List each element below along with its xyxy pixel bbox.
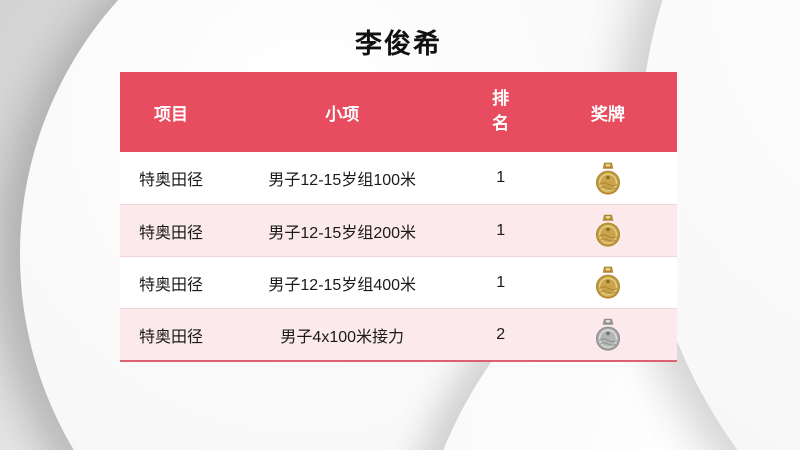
column-header-event-label: 小项 bbox=[325, 104, 360, 124]
column-header-project-label: 项目 bbox=[153, 104, 188, 124]
column-header-rank: 排名 bbox=[463, 72, 539, 152]
cell-project: 特奥田径 bbox=[138, 172, 203, 189]
cell-rank: 1 bbox=[496, 273, 506, 291]
column-header-medal: 奖牌 bbox=[539, 72, 677, 152]
cell-medal bbox=[539, 205, 677, 256]
cell-rank: 1 bbox=[496, 221, 506, 239]
awards-table: 项目 小项 排名 奖牌 特奥田径 男子12-15岁组100米 1 bbox=[120, 72, 677, 362]
cell-medal bbox=[539, 152, 677, 204]
gold-medal-icon bbox=[595, 214, 620, 247]
table-row: 特奥田径 男子4x100米接力 2 bbox=[120, 308, 677, 360]
silver-medal-icon bbox=[595, 318, 620, 351]
page-title: 李俊希 bbox=[355, 29, 442, 60]
cell-project: 特奥田径 bbox=[138, 328, 203, 346]
cell-rank: 2 bbox=[496, 325, 506, 343]
gold-medal-icon bbox=[595, 266, 620, 299]
cell-event: 男子4x100米接力 bbox=[280, 328, 405, 346]
column-header-event: 小项 bbox=[222, 72, 463, 152]
table-row: 特奥田径 男子12-15岁组100米 1 bbox=[120, 152, 677, 204]
gold-medal-icon bbox=[595, 162, 620, 195]
cell-event: 男子12-15岁组400米 bbox=[268, 276, 417, 294]
cell-event: 男子12-15岁组200米 bbox=[268, 224, 417, 242]
column-header-rank-label: 排名 bbox=[492, 89, 510, 133]
cell-project: 特奥田径 bbox=[138, 276, 203, 294]
table-body: 特奥田径 男子12-15岁组100米 1 特奥田径 男子12-15岁组200米 … bbox=[120, 152, 677, 360]
table-header-row: 项目 小项 排名 奖牌 bbox=[120, 72, 677, 152]
table-row: 特奥田径 男子12-15岁组200米 1 bbox=[120, 204, 677, 256]
cell-project: 特奥田径 bbox=[138, 224, 203, 242]
cell-medal bbox=[539, 309, 677, 360]
table-row: 特奥田径 男子12-15岁组400米 1 bbox=[120, 256, 677, 308]
cell-medal bbox=[539, 257, 677, 308]
column-header-medal-label: 奖牌 bbox=[590, 104, 625, 124]
cell-rank: 1 bbox=[496, 169, 506, 186]
column-header-project: 项目 bbox=[120, 72, 222, 152]
cell-event: 男子12-15岁组100米 bbox=[268, 172, 417, 189]
